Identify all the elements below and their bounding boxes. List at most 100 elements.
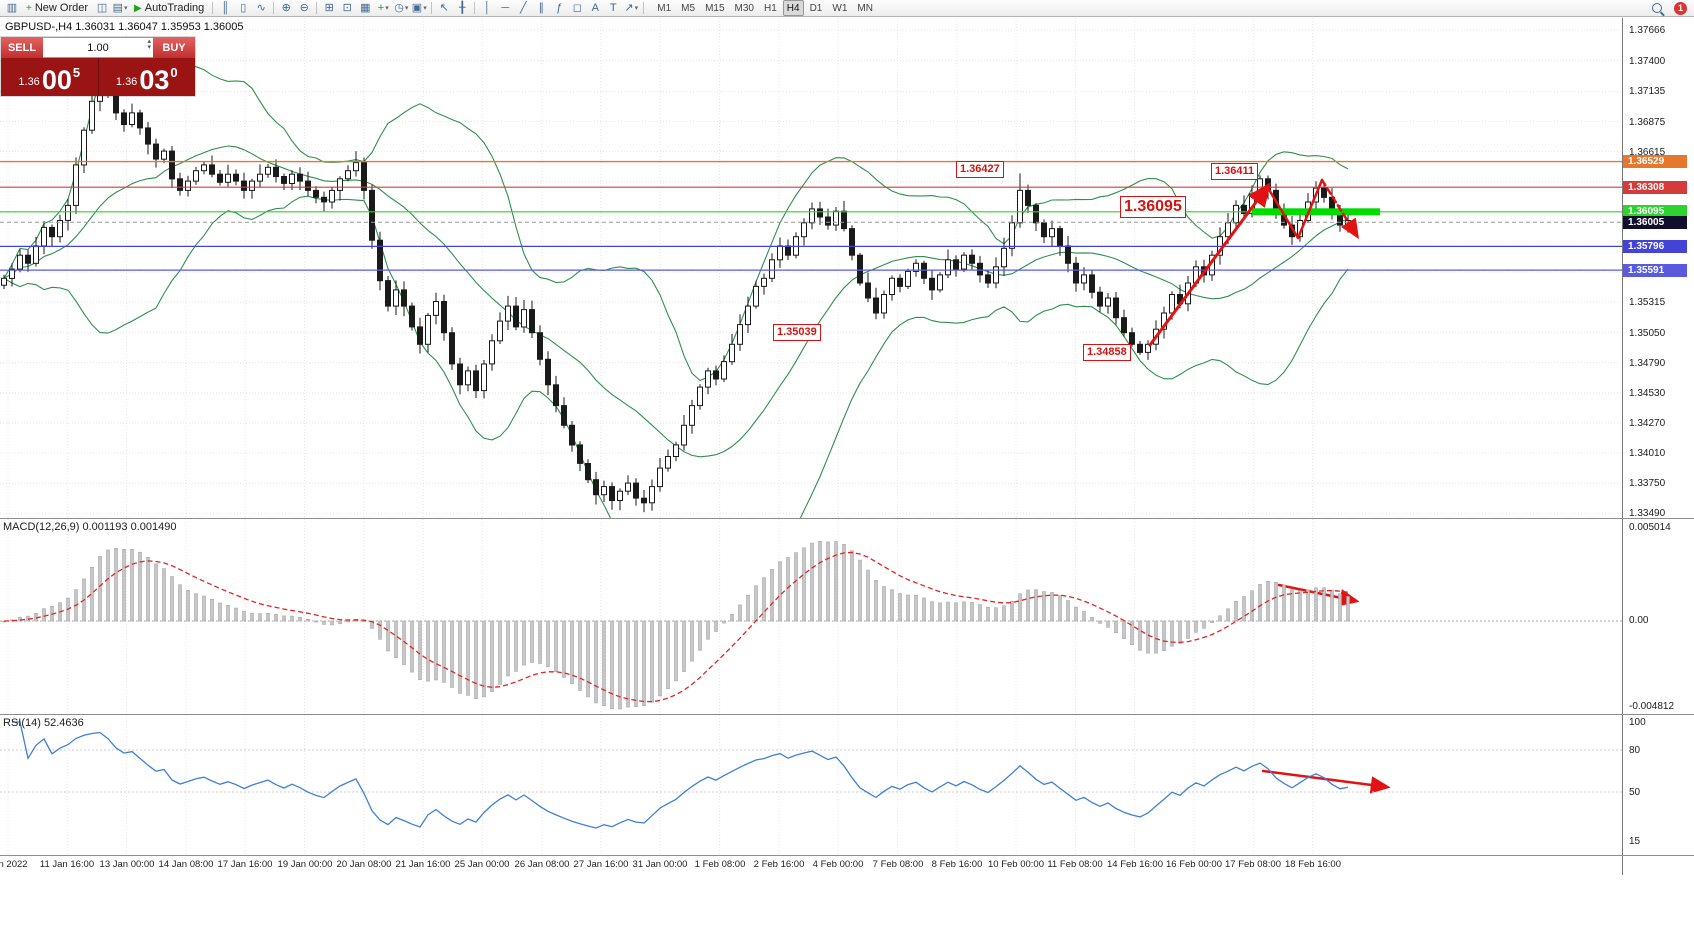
timeframe-m5-button[interactable]: M5: [681, 2, 696, 14]
arrows-tool-icon[interactable]: ↗ ▾: [622, 1, 640, 16]
macd-indicator-panel[interactable]: [0, 519, 1622, 715]
text-icon: A: [591, 1, 599, 14]
horizontal-line-icon[interactable]: ─: [496, 1, 514, 16]
rsi-axis-tick: 80: [1629, 745, 1641, 756]
timeframe-h1-button[interactable]: H1: [763, 2, 777, 14]
panel-separator[interactable]: [0, 518, 1694, 519]
new-order-button[interactable]: + New Order: [21, 1, 93, 16]
time-axis[interactable]: Jan 2022 11 Jan 16:00 13 Jan 00:0014 Jan 0…: [0, 856, 1694, 876]
buy-button[interactable]: BUY: [153, 37, 195, 58]
chevron-down-icon: ▾: [423, 4, 427, 12]
volume-up-button[interactable]: ▴: [147, 38, 151, 45]
line-chart-type-icon: ∿: [256, 1, 266, 14]
time-axis-label: 18 Feb 16:00: [1285, 859, 1341, 870]
thick-green-level-segment[interactable]: [1252, 208, 1380, 216]
time-axis-label: 17 Jan 16:00: [217, 859, 273, 870]
time-gridlines: [7, 715, 1314, 855]
price-axis-tick: 1.34010: [1629, 448, 1666, 459]
price-annotation[interactable]: 1.36095: [1120, 196, 1186, 218]
time-axis-label: 2 Feb 16:00: [753, 859, 805, 870]
price-axis-marker: 1.35591: [1623, 264, 1687, 277]
profiles-icon: ▤: [112, 1, 123, 14]
sell-price-big: 00: [41, 64, 72, 95]
one-click-trade-panel: SELL 1.00 ▴ ▾ BUY 1.36 00 5 1.36 03 0: [1, 37, 195, 96]
notification-badge[interactable]: 1: [1674, 1, 1687, 15]
charts-icon[interactable]: ▥: [3, 1, 21, 16]
price-annotation[interactable]: 1.35039: [773, 324, 821, 341]
cursor-icon: ↖: [439, 1, 449, 14]
equidistant-channel-icon[interactable]: ∥: [532, 1, 550, 16]
bollinger-lower-line: [3, 195, 1349, 519]
toolbar-separator: [474, 2, 476, 14]
zoom-out-icon[interactable]: ⊖: [295, 1, 313, 16]
price-axis-tick: 1.36615: [1629, 147, 1666, 158]
panel-separator[interactable]: [0, 855, 1694, 856]
rsi-indicator-panel[interactable]: [0, 715, 1622, 855]
equidistant-channel-icon: ∥: [538, 1, 545, 14]
timeframe-h4-button[interactable]: H4: [782, 0, 804, 16]
bar-chart-type-icon: ║: [221, 1, 230, 14]
autotrading-button-label: AutoTrading: [144, 2, 205, 14]
timeframe-m15-button[interactable]: M15: [705, 2, 725, 14]
cascade-windows-icon[interactable]: ⊡: [338, 1, 356, 16]
autotrading-button[interactable]: ▶ AutoTrading: [129, 1, 209, 16]
bollinger-middle-line: [3, 145, 1349, 458]
timeframe-m1-button[interactable]: M1: [657, 2, 672, 14]
price-axis-tick: 1.35050: [1629, 328, 1666, 339]
indicators-icon[interactable]: + ▾: [374, 1, 392, 16]
bar-chart-type-icon[interactable]: ║: [216, 1, 234, 16]
trend-arrow[interactable]: [1148, 182, 1271, 347]
text-icon[interactable]: A: [586, 1, 604, 16]
cursor-icon[interactable]: ↖: [435, 1, 453, 16]
price-annotation[interactable]: 1.36411: [1211, 163, 1259, 180]
timeframe-w1-button[interactable]: W1: [832, 2, 848, 14]
price-axis-tick: 1.34790: [1629, 358, 1666, 369]
time-gridlines: [7, 18, 1314, 519]
price-annotation[interactable]: 1.36427: [956, 161, 1004, 178]
time-axis-label: 31 Jan 00:00: [632, 859, 688, 870]
zoom-out-icon: ⊖: [299, 1, 309, 14]
trendline-icon: ╱: [519, 1, 527, 14]
shapes-icon[interactable]: ◻: [568, 1, 586, 16]
timeframe-mn-button[interactable]: MN: [857, 2, 873, 14]
periods-icon[interactable]: ◷ ▾: [392, 1, 410, 16]
timeframe-m30-button[interactable]: M30: [734, 2, 754, 14]
candlestick-chart-type-icon[interactable]: ▯: [234, 1, 252, 16]
line-chart-type-icon[interactable]: ∿: [252, 1, 270, 16]
tile-windows-icon: ⊞: [324, 1, 334, 14]
trendline-icon[interactable]: ╱: [514, 1, 532, 16]
panel-separator[interactable]: [0, 714, 1694, 715]
trend-arrow[interactable]: [1266, 178, 1324, 240]
price-axis[interactable]: 1.37666 1.37400 1.37135 1.36875 1.36615 1.353…: [1622, 18, 1694, 875]
templates-icon[interactable]: ▣ ▾: [410, 1, 428, 16]
price-annotation[interactable]: 1.34858: [1083, 344, 1131, 361]
price-axis-tick: 1.36875: [1629, 117, 1666, 128]
search-button[interactable]: [1648, 1, 1666, 16]
chart-window-icon[interactable]: ◫: [93, 1, 111, 16]
volume-input[interactable]: 1.00 ▴ ▾: [43, 37, 153, 58]
crosshair-icon[interactable]: ╂: [453, 1, 471, 16]
sell-button[interactable]: SELL: [1, 37, 43, 58]
charts-icon: ▥: [6, 1, 18, 14]
buy-price-sup: 0: [170, 65, 178, 80]
fibonacci-icon[interactable]: ƒ: [550, 1, 568, 16]
zoom-in-icon[interactable]: ⊕: [277, 1, 295, 16]
buy-price-big: 03: [139, 64, 170, 95]
sell-price-display: 1.36 00 5: [1, 58, 99, 96]
trend-arrow[interactable]: [1320, 178, 1359, 240]
tile-windows-icon[interactable]: ⊞: [320, 1, 338, 16]
timeframe-d1-button[interactable]: D1: [809, 2, 823, 14]
indicators-icon: +: [377, 1, 385, 14]
text-label-icon[interactable]: T: [604, 1, 622, 16]
price-axis-marker: 1.36308: [1623, 181, 1687, 194]
price-axis-marker: 1.36005: [1623, 216, 1687, 229]
vertical-line-icon[interactable]: │: [478, 1, 496, 16]
arrows-tool-icon: ↗: [624, 1, 634, 14]
volume-down-button[interactable]: ▾: [147, 43, 151, 51]
price-axis-tick: 1.37400: [1629, 56, 1666, 67]
main-price-chart[interactable]: [0, 18, 1622, 519]
profiles-icon[interactable]: ▤ ▾: [111, 1, 129, 16]
auto-arrange-icon[interactable]: ▦: [356, 1, 374, 16]
time-axis-label: 16 Feb 00:00: [1166, 859, 1222, 870]
rsi-line: [12, 721, 1349, 829]
